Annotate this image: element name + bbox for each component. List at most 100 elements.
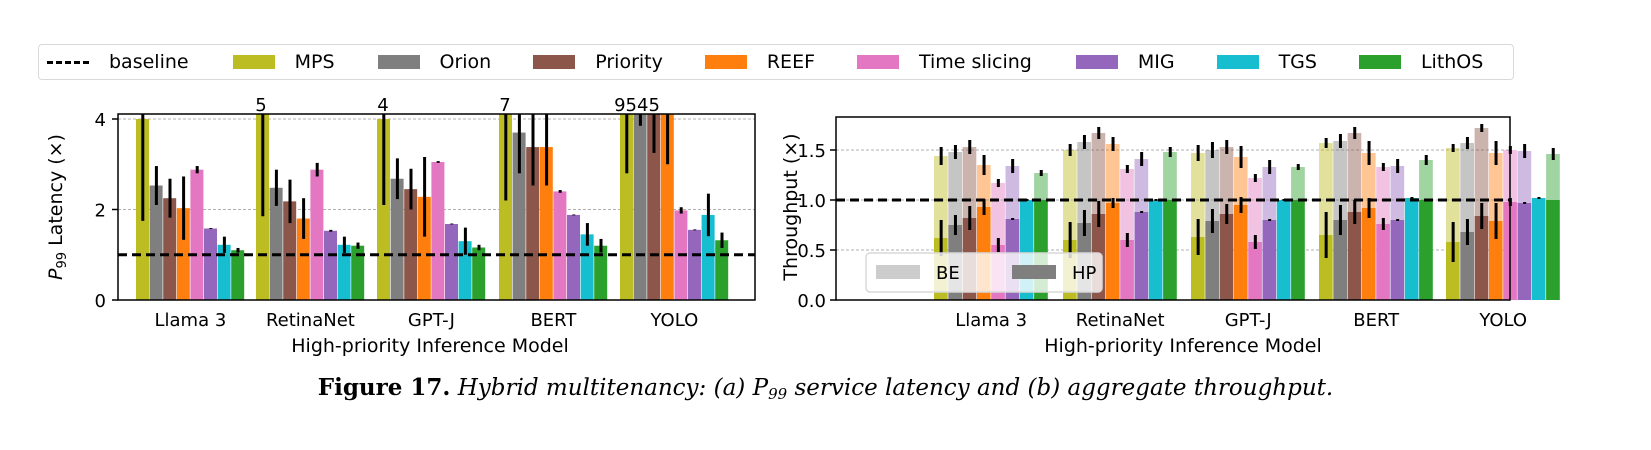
bar-lithos xyxy=(351,245,365,300)
x-tick-label: GPT-J xyxy=(1225,310,1272,331)
bar-hp-tgs xyxy=(1531,198,1546,300)
x-tick-label: RetinaNet xyxy=(1076,310,1165,331)
y-tick-label: 0 xyxy=(95,291,106,312)
legend: baseline MPS Orion Priority REEF Time slicing… xyxy=(38,44,1514,80)
legend-label: MIG xyxy=(1137,51,1175,73)
bar-be-orion xyxy=(1460,143,1474,232)
legend-item-mig: MIG xyxy=(1075,51,1175,73)
bar-be-mps xyxy=(1191,153,1205,237)
bar-hp-lithos xyxy=(1419,200,1433,300)
x-tick-label: YOLO xyxy=(650,310,699,331)
x-tick-label: BERT xyxy=(1353,310,1400,331)
x-axis-label: High-priority Inference Model xyxy=(291,335,569,357)
y-tick-label: 0.5 xyxy=(797,241,826,262)
caption-subscript: 99 xyxy=(768,385,788,403)
legend-swatch xyxy=(533,55,576,69)
bar-be-reef xyxy=(1105,144,1120,203)
bar-hp-priority xyxy=(1474,216,1489,300)
legend-swatch xyxy=(1216,55,1259,69)
bar-tgs xyxy=(701,214,715,300)
legend-swatch xyxy=(1075,55,1118,69)
bar-reef xyxy=(296,218,310,300)
bar-be-time-slicing xyxy=(1376,167,1390,224)
legend-item-orion: Orion xyxy=(377,51,492,73)
stack-legend-label: HP xyxy=(1072,263,1097,284)
x-axis-label: High-priority Inference Model xyxy=(1044,335,1322,357)
bar-tgs xyxy=(580,234,594,300)
bar-tgs xyxy=(217,244,231,300)
legend-item-reef: REEF xyxy=(704,51,815,73)
legend-swatch xyxy=(704,55,747,69)
legend-label: Orion xyxy=(439,51,492,73)
bar-be-priority xyxy=(1091,133,1106,214)
latency-chart: Llama 3 RetinaNet GPT-J BERT YOLO 5 4 7 9545 0 2 4 H… xyxy=(45,95,756,357)
bar-be-orion xyxy=(1205,150,1219,221)
bar-be-mig xyxy=(1005,166,1020,219)
bar-reef xyxy=(417,196,431,300)
bar-hp-mig xyxy=(1390,220,1405,300)
legend-swatch xyxy=(857,55,899,69)
bar-be-reef xyxy=(976,165,991,207)
bar-be-priority xyxy=(1347,133,1362,212)
legend-item-lithos: LithOS xyxy=(1358,51,1483,73)
bar-hp-lithos xyxy=(1546,200,1560,300)
bar-hp-reef xyxy=(1361,208,1376,300)
x-tick-label: YOLO xyxy=(1478,310,1527,331)
bar-be-lithos xyxy=(1546,154,1560,200)
bar-hp-mig xyxy=(1134,212,1149,300)
bar-be-mps xyxy=(1446,148,1460,242)
bar-hp-orion xyxy=(1205,221,1219,300)
bar-tgs xyxy=(337,244,351,300)
bar-time-slicing xyxy=(553,191,567,300)
x-tick-label: Llama 3 xyxy=(154,310,226,331)
stack-legend-swatch xyxy=(876,265,920,279)
bar-priority xyxy=(526,147,540,300)
bar-hp-reef xyxy=(1488,221,1503,300)
bar-be-mps xyxy=(1063,150,1077,240)
bar-hp-tgs xyxy=(1148,200,1163,300)
legend-item-time-slicing: Time slicing xyxy=(857,51,1032,73)
bar-orion xyxy=(512,132,526,300)
bar-time-slicing xyxy=(190,169,204,300)
legend-item-baseline: baseline xyxy=(47,51,189,73)
bar-be-lithos xyxy=(1034,173,1048,200)
caption-text-b: service latency and (b) aggregate throug… xyxy=(787,375,1334,401)
bar-hp-priority xyxy=(1219,214,1234,300)
bar-hp-reef xyxy=(1105,203,1120,300)
y-tick-label: 0.0 xyxy=(797,291,826,312)
bar-priority xyxy=(283,201,297,300)
bar-be-mps xyxy=(934,156,948,238)
bar-be-lithos xyxy=(1291,167,1305,200)
clipped-value-label: 4 xyxy=(377,95,388,116)
bar-mig xyxy=(445,223,458,300)
figure-caption: Figure 17. Hybrid multitenancy: (a) P99 … xyxy=(0,374,1651,403)
bar-be-reef xyxy=(1488,153,1503,221)
bar-be-reef xyxy=(1233,157,1248,205)
caption-text-a: Hybrid multitenancy: (a) P xyxy=(457,375,769,401)
bar-hp-orion xyxy=(1333,220,1347,300)
bar-be-mig xyxy=(1134,159,1149,212)
bar-be-time-slicing xyxy=(1120,169,1134,240)
y-axis-label: P99 Latency (×) xyxy=(45,134,70,280)
bar-priority xyxy=(163,198,177,300)
clipped-value-label: 5 xyxy=(255,95,266,116)
plot-frame xyxy=(835,116,1511,301)
stack-legend-swatch xyxy=(1012,265,1056,279)
stack-legend: BE HP xyxy=(865,252,1103,293)
bar-priority xyxy=(404,189,418,300)
legend-label: MPS xyxy=(294,51,335,73)
legend-label: baseline xyxy=(109,51,189,73)
bar-be-orion xyxy=(948,152,962,225)
legend-item-tgs: TGS xyxy=(1216,51,1317,73)
bar-reef xyxy=(539,147,553,300)
bar-be-time-slicing xyxy=(991,183,1005,245)
bar-reef xyxy=(176,208,190,300)
bar-hp-priority xyxy=(1347,212,1362,300)
legend-label: Priority xyxy=(595,51,663,73)
bar-be-mig xyxy=(1517,151,1532,203)
x-tick-label: BERT xyxy=(530,310,577,331)
bar-mig xyxy=(324,230,337,300)
bar-time-slicing xyxy=(431,161,445,300)
y-tick-label: 1.0 xyxy=(797,191,826,212)
x-tick-label: GPT-J xyxy=(408,310,455,331)
